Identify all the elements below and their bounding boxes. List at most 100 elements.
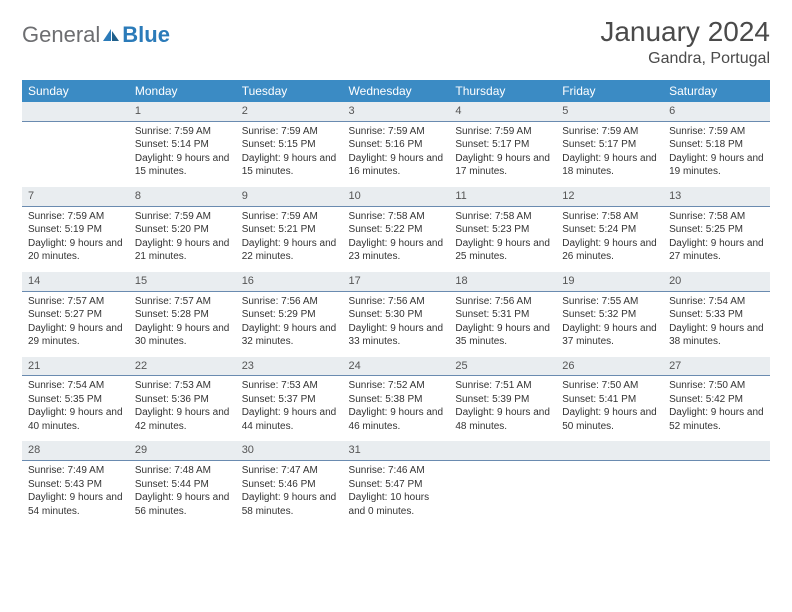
location: Gandra, Portugal: [600, 50, 770, 68]
day-number: 22: [129, 357, 236, 377]
weekday-header-row: SundayMondayTuesdayWednesdayThursdayFrid…: [22, 80, 770, 102]
sunset-line: Sunset: 5:17 PM: [562, 138, 657, 152]
calendar-table: SundayMondayTuesdayWednesdayThursdayFrid…: [22, 80, 770, 526]
logo-text-blue: Blue: [122, 22, 170, 48]
day-number: 30: [236, 441, 343, 461]
daylight-line: Daylight: 9 hours and 37 minutes.: [562, 322, 657, 349]
daylight-line: Daylight: 9 hours and 40 minutes.: [28, 406, 123, 433]
day-19: 19Sunrise: 7:55 AMSunset: 5:32 PMDayligh…: [556, 272, 663, 357]
day-number: 20: [663, 272, 770, 292]
day-17: 17Sunrise: 7:56 AMSunset: 5:30 PMDayligh…: [343, 272, 450, 357]
sunrise-line: Sunrise: 7:54 AM: [669, 295, 764, 309]
weekday-sunday: Sunday: [22, 80, 129, 102]
sunrise-line: Sunrise: 7:58 AM: [349, 210, 444, 224]
sunrise-line: Sunrise: 7:53 AM: [242, 379, 337, 393]
sunset-line: Sunset: 5:15 PM: [242, 138, 337, 152]
day-details: [556, 461, 663, 519]
day-11: 11Sunrise: 7:58 AMSunset: 5:23 PMDayligh…: [449, 187, 556, 272]
day-31: 31Sunrise: 7:46 AMSunset: 5:47 PMDayligh…: [343, 441, 450, 526]
day-details: Sunrise: 7:58 AMSunset: 5:22 PMDaylight:…: [343, 207, 450, 272]
day-number: 12: [556, 187, 663, 207]
day-details: Sunrise: 7:49 AMSunset: 5:43 PMDaylight:…: [22, 461, 129, 526]
day-details: Sunrise: 7:57 AMSunset: 5:28 PMDaylight:…: [129, 292, 236, 357]
daylight-line: Daylight: 9 hours and 23 minutes.: [349, 237, 444, 264]
daylight-line: Daylight: 9 hours and 50 minutes.: [562, 406, 657, 433]
day-20: 20Sunrise: 7:54 AMSunset: 5:33 PMDayligh…: [663, 272, 770, 357]
day-number: [663, 441, 770, 461]
day-details: Sunrise: 7:53 AMSunset: 5:36 PMDaylight:…: [129, 376, 236, 441]
day-details: Sunrise: 7:56 AMSunset: 5:31 PMDaylight:…: [449, 292, 556, 357]
sunrise-line: Sunrise: 7:59 AM: [242, 125, 337, 139]
day-24: 24Sunrise: 7:52 AMSunset: 5:38 PMDayligh…: [343, 357, 450, 442]
logo-sail-icon: [102, 28, 120, 42]
empty-cell: [449, 441, 556, 526]
sunrise-line: Sunrise: 7:56 AM: [242, 295, 337, 309]
sunset-line: Sunset: 5:16 PM: [349, 138, 444, 152]
day-number: 21: [22, 357, 129, 377]
day-number: 9: [236, 187, 343, 207]
day-number: 27: [663, 357, 770, 377]
day-number: 26: [556, 357, 663, 377]
day-number: 25: [449, 357, 556, 377]
sunset-line: Sunset: 5:38 PM: [349, 393, 444, 407]
daylight-line: Daylight: 9 hours and 16 minutes.: [349, 152, 444, 179]
weekday-friday: Friday: [556, 80, 663, 102]
day-27: 27Sunrise: 7:50 AMSunset: 5:42 PMDayligh…: [663, 357, 770, 442]
daylight-line: Daylight: 9 hours and 25 minutes.: [455, 237, 550, 264]
sunset-line: Sunset: 5:28 PM: [135, 308, 230, 322]
day-details: [449, 461, 556, 519]
day-number: 17: [343, 272, 450, 292]
day-number: 8: [129, 187, 236, 207]
day-details: Sunrise: 7:56 AMSunset: 5:29 PMDaylight:…: [236, 292, 343, 357]
day-number: 5: [556, 102, 663, 122]
day-details: Sunrise: 7:59 AMSunset: 5:17 PMDaylight:…: [556, 122, 663, 187]
daylight-line: Daylight: 9 hours and 35 minutes.: [455, 322, 550, 349]
sunrise-line: Sunrise: 7:57 AM: [28, 295, 123, 309]
sunrise-line: Sunrise: 7:58 AM: [455, 210, 550, 224]
sunset-line: Sunset: 5:25 PM: [669, 223, 764, 237]
sunset-line: Sunset: 5:47 PM: [349, 478, 444, 492]
empty-cell: [556, 441, 663, 526]
day-18: 18Sunrise: 7:56 AMSunset: 5:31 PMDayligh…: [449, 272, 556, 357]
day-2: 2Sunrise: 7:59 AMSunset: 5:15 PMDaylight…: [236, 102, 343, 187]
day-number: [556, 441, 663, 461]
sunset-line: Sunset: 5:36 PM: [135, 393, 230, 407]
day-16: 16Sunrise: 7:56 AMSunset: 5:29 PMDayligh…: [236, 272, 343, 357]
daylight-line: Daylight: 9 hours and 22 minutes.: [242, 237, 337, 264]
sunset-line: Sunset: 5:43 PM: [28, 478, 123, 492]
header: General Blue January 2024 Gandra, Portug…: [22, 16, 770, 68]
daylight-line: Daylight: 9 hours and 54 minutes.: [28, 491, 123, 518]
day-details: [22, 122, 129, 180]
weekday-tuesday: Tuesday: [236, 80, 343, 102]
day-details: Sunrise: 7:59 AMSunset: 5:14 PMDaylight:…: [129, 122, 236, 187]
day-details: Sunrise: 7:58 AMSunset: 5:23 PMDaylight:…: [449, 207, 556, 272]
weekday-saturday: Saturday: [663, 80, 770, 102]
day-details: Sunrise: 7:50 AMSunset: 5:41 PMDaylight:…: [556, 376, 663, 441]
month-title: January 2024: [600, 16, 770, 48]
weekday-thursday: Thursday: [449, 80, 556, 102]
sunrise-line: Sunrise: 7:55 AM: [562, 295, 657, 309]
day-details: Sunrise: 7:50 AMSunset: 5:42 PMDaylight:…: [663, 376, 770, 441]
sunrise-line: Sunrise: 7:59 AM: [669, 125, 764, 139]
day-details: Sunrise: 7:59 AMSunset: 5:21 PMDaylight:…: [236, 207, 343, 272]
day-number: 19: [556, 272, 663, 292]
sunset-line: Sunset: 5:23 PM: [455, 223, 550, 237]
sunrise-line: Sunrise: 7:52 AM: [349, 379, 444, 393]
day-21: 21Sunrise: 7:54 AMSunset: 5:35 PMDayligh…: [22, 357, 129, 442]
day-number: 28: [22, 441, 129, 461]
sunrise-line: Sunrise: 7:53 AM: [135, 379, 230, 393]
day-details: Sunrise: 7:53 AMSunset: 5:37 PMDaylight:…: [236, 376, 343, 441]
daylight-line: Daylight: 10 hours and 0 minutes.: [349, 491, 444, 518]
day-details: Sunrise: 7:55 AMSunset: 5:32 PMDaylight:…: [556, 292, 663, 357]
day-details: Sunrise: 7:58 AMSunset: 5:24 PMDaylight:…: [556, 207, 663, 272]
day-details: Sunrise: 7:59 AMSunset: 5:20 PMDaylight:…: [129, 207, 236, 272]
day-number: 15: [129, 272, 236, 292]
sunrise-line: Sunrise: 7:56 AM: [455, 295, 550, 309]
sunrise-line: Sunrise: 7:59 AM: [135, 125, 230, 139]
day-7: 7Sunrise: 7:59 AMSunset: 5:19 PMDaylight…: [22, 187, 129, 272]
sunset-line: Sunset: 5:46 PM: [242, 478, 337, 492]
day-number: 11: [449, 187, 556, 207]
daylight-line: Daylight: 9 hours and 30 minutes.: [135, 322, 230, 349]
sunset-line: Sunset: 5:22 PM: [349, 223, 444, 237]
day-9: 9Sunrise: 7:59 AMSunset: 5:21 PMDaylight…: [236, 187, 343, 272]
